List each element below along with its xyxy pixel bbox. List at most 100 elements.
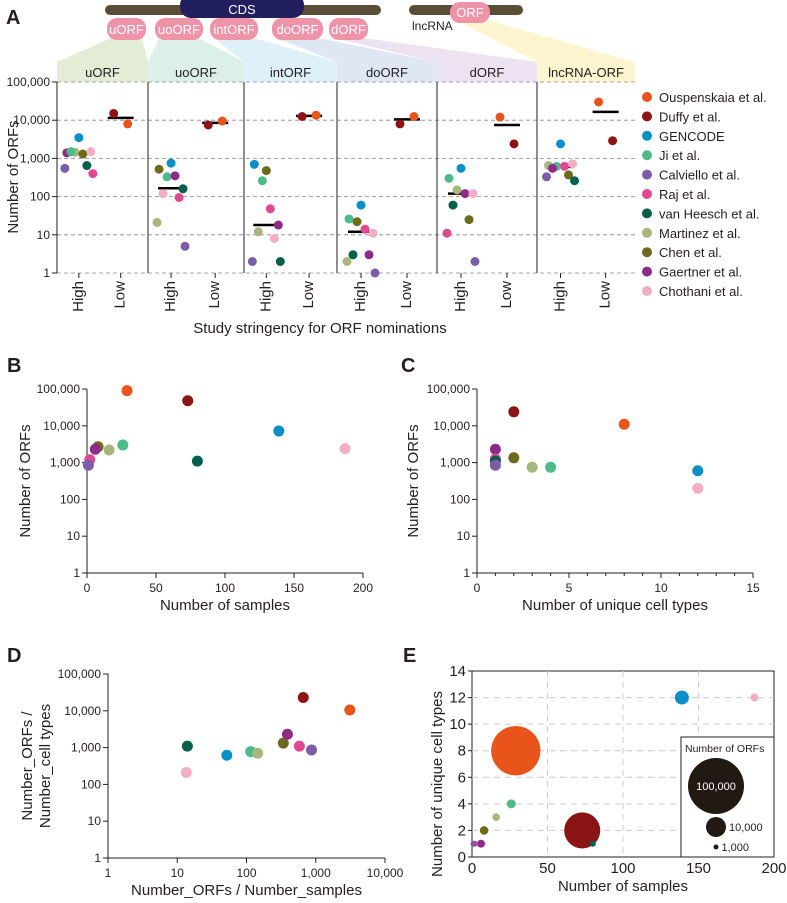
bubble-duffy-et-al- [564, 812, 601, 849]
trapezoid-intorf [214, 38, 337, 62]
y-tick-label: 12 [449, 690, 466, 707]
y-axis-label: Number_ORFs / [19, 711, 36, 821]
x-tick-label: 150 [284, 581, 304, 595]
x-tick-label-high: High [70, 281, 87, 312]
y-tick-label: 1,000 [50, 456, 80, 470]
panel-label-a: A [6, 7, 20, 29]
data-point-van-heesch-et-al- [178, 184, 188, 194]
header-label-uoorf: uoORF [175, 65, 217, 80]
x-tick-label-low: Low [398, 281, 415, 309]
bubble-calviello-et-al- [470, 840, 477, 847]
data-point-chen-et-al- [261, 166, 271, 176]
header-label-uorf: uORF [85, 65, 120, 80]
legend-label: Raj et al. [659, 187, 710, 202]
x-tick-label: 150 [686, 860, 711, 877]
data-point-gencode [166, 158, 176, 168]
data-point-ouspenskaia-et-al- [217, 116, 227, 126]
data-point-gaertner-et-al- [89, 443, 101, 455]
panel-label-c: C [401, 355, 415, 377]
panel-a-chart: 1 10 100 1,000 10,000 100,000 High Low High Low Hi… [5, 75, 635, 337]
data-point-chothani-et-al- [339, 443, 351, 455]
data-point-chothani-et-al- [692, 482, 704, 494]
y-tick-label: 100 [450, 492, 470, 506]
header-label-dorf: dORF [470, 65, 505, 80]
legend-label: Ouspenskaia et al. [659, 90, 767, 105]
header-label-lncrna-orf: lncRNA-ORF [548, 65, 624, 80]
x-tick-label: 100 [610, 860, 635, 877]
x-tick-label-low: Low [498, 281, 515, 309]
y-tick-label: 1 [463, 566, 470, 580]
data-point-martinez-et-al- [342, 257, 352, 267]
data-point-gencode [456, 163, 466, 173]
data-point-raj-et-al- [88, 169, 98, 179]
data-point-ouspenskaia-et-al- [495, 112, 505, 122]
y-tick-label: 4 [458, 796, 466, 813]
x-axis-label: Number_ORFs / Number_samples [131, 882, 362, 899]
legend-marker [642, 189, 652, 199]
x-tick-label-high: High [257, 281, 274, 312]
x-tick-label: 1,000 [301, 866, 331, 880]
y-tick-label: 10 [457, 529, 471, 543]
data-point-martinez-et-al- [526, 461, 538, 473]
data-point-ouspenskaia-et-al- [618, 418, 630, 430]
data-point-gaertner-et-al- [489, 443, 501, 455]
data-point-ji-et-al- [344, 214, 354, 224]
data-point-chothani-et-al- [180, 767, 192, 779]
data-point-chen-et-al- [352, 217, 362, 227]
data-point-raj-et-al- [174, 192, 184, 202]
legend-label: van Heesch et al. [659, 206, 759, 221]
pill-label-doorf: doORF [277, 22, 319, 37]
data-point-raj-et-al- [360, 224, 370, 234]
data-point-chen-et-al- [277, 737, 289, 749]
data-point-van-heesch-et-al- [82, 161, 92, 171]
data-point-chen-et-al- [464, 215, 474, 225]
size-legend-label: 1,000 [722, 842, 750, 854]
x-tick-label-high: High [352, 281, 369, 312]
data-point-duffy-et-al- [608, 136, 618, 146]
legend-marker [642, 286, 652, 296]
size-legend-circle [713, 844, 719, 850]
legend-label: Chen et al. [659, 245, 722, 260]
pill-label-uorf: uORF [109, 22, 144, 37]
bubble-gencode [674, 690, 689, 705]
y-tick-label: 1 [43, 266, 50, 280]
y-axis-label: Number of ORFs [5, 120, 22, 233]
panel-e-chart: 0 2 4 6 8 10 12 14 0 50 100 150 200 Number of ORFs 100… [429, 663, 787, 895]
data-point-chen-et-al- [78, 149, 88, 159]
legend-marker [642, 150, 652, 161]
x-tick-label: 10 [654, 581, 668, 595]
bubble-gaertner-et-al- [477, 839, 486, 848]
x-tick-label: 10 [171, 866, 185, 880]
data-point-ji-et-al- [444, 173, 454, 183]
data-point-calviello-et-al- [489, 459, 501, 471]
x-tick-label-high: High [452, 281, 469, 312]
y-tick-label: 6 [458, 769, 466, 786]
data-point-raj-et-al- [560, 161, 570, 171]
y-tick-label: 1,000 [440, 456, 470, 470]
x-tick-label-low: Low [112, 281, 129, 309]
legend-label: Calviello et al. [659, 168, 740, 183]
bubble-martinez-et-al- [492, 813, 501, 821]
trapezoid-lncrna-orf [455, 20, 635, 62]
data-point-duffy-et-al- [109, 108, 119, 118]
x-tick-label: 0 [84, 581, 91, 595]
header-band-lncrna-orf [537, 62, 635, 82]
data-point-gaertner-et-al- [281, 728, 293, 740]
data-point-duffy-et-al- [297, 691, 309, 703]
data-point-van-heesch-et-al- [275, 257, 285, 267]
pill-label-intorf: intORF [213, 22, 254, 37]
panel-b-chart: 1 10 100 1,000 10,000 100,000 0 50 100 150 200 Numb… [17, 382, 373, 614]
cds-label: CDS [228, 2, 256, 17]
x-tick-label: 50 [539, 860, 556, 877]
legend-label: GENCODE [659, 129, 725, 144]
x-tick-label: 50 [149, 581, 163, 595]
data-point-chen-et-al- [508, 452, 520, 464]
legend-label: Ji et al. [659, 148, 700, 163]
y-axis-label: Number of ORFs [17, 424, 34, 537]
panel-label-d: D [7, 645, 21, 667]
data-point-martinez-et-al- [152, 217, 162, 227]
x-tick-label: 200 [761, 860, 786, 877]
data-point-calviello-et-al- [306, 744, 318, 756]
header-band-uorf [57, 62, 148, 82]
pill-label-dorf: dORF [331, 22, 366, 37]
